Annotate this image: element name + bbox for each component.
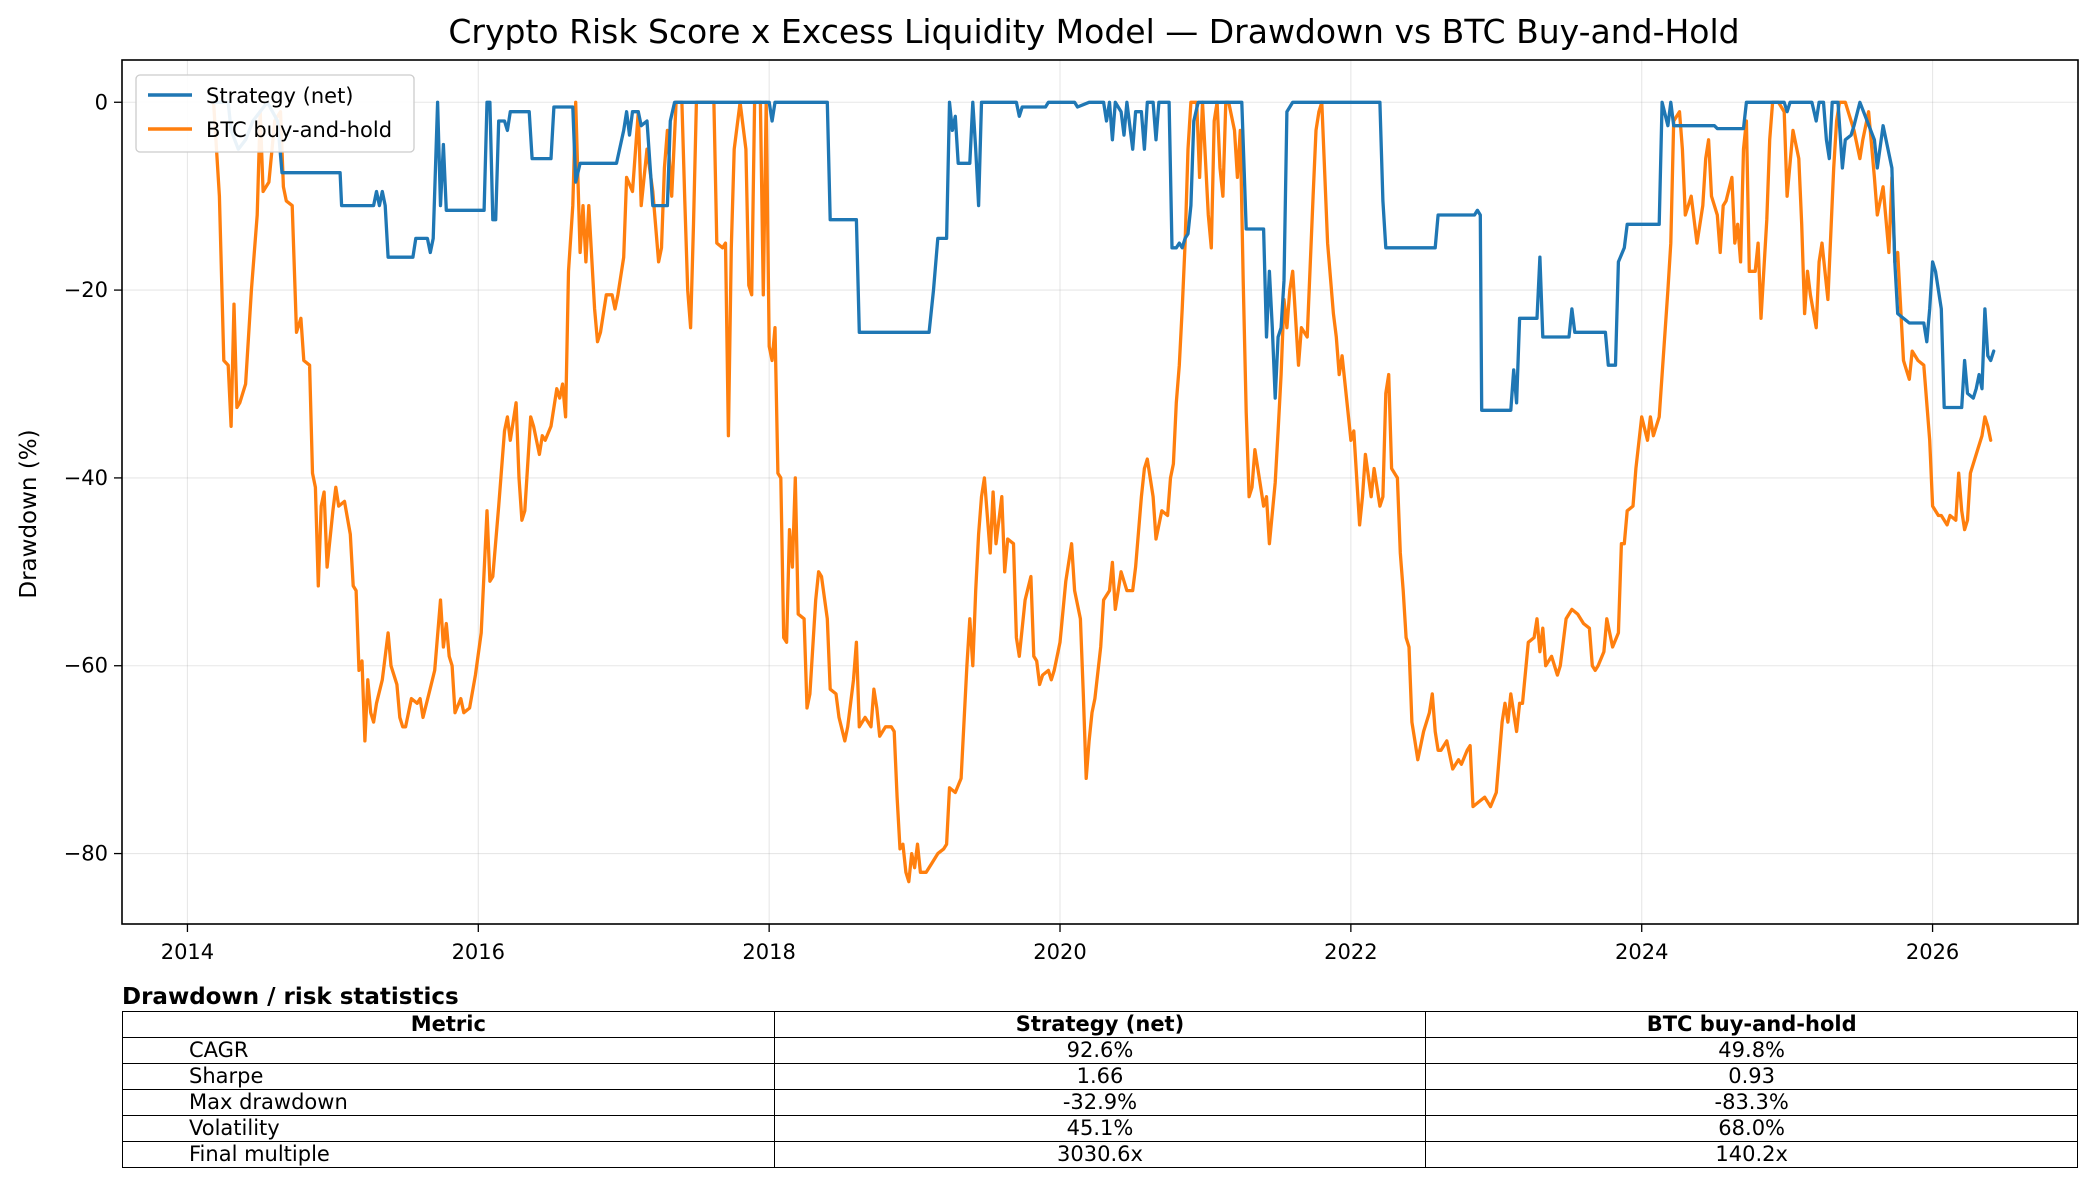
x-tick-label: 2020 — [1033, 940, 1086, 964]
header-strategy: Strategy (net) — [773, 1011, 1427, 1038]
y-tick-label: −60 — [64, 654, 108, 678]
metric-name: CAGR — [122, 1037, 775, 1064]
grid-lines — [122, 60, 2078, 924]
y-tick-label: −40 — [64, 466, 108, 490]
series-lines — [211, 100, 1996, 884]
y-tick-label: −20 — [64, 278, 108, 302]
strategy-drawdown-line — [211, 100, 1996, 412]
x-tick-label: 2026 — [1906, 940, 1959, 964]
stats-header-row: Metric Strategy (net) BTC buy-and-hold — [122, 1011, 2078, 1038]
legend-label-btc: BTC buy-and-hold — [206, 118, 392, 142]
strategy-value: 45.1% — [773, 1115, 1427, 1142]
btc-value: 140.2x — [1425, 1141, 2078, 1168]
btc-value: 68.0% — [1425, 1115, 2078, 1142]
x-tick-label: 2018 — [742, 940, 795, 964]
strategy-value: -32.9% — [773, 1089, 1427, 1116]
btc-value: 49.8% — [1425, 1037, 2078, 1064]
btc-value: -83.3% — [1425, 1089, 2078, 1116]
metric-name: Final multiple — [122, 1141, 775, 1168]
metric-name: Volatility — [122, 1115, 775, 1142]
legend-label-strategy: Strategy (net) — [206, 84, 354, 108]
plot-frame — [121, 59, 2079, 925]
stats-table: Metric Strategy (net) BTC buy-and-hold C… — [122, 1011, 2078, 1168]
stats-row-sharpe: Sharpe 1.66 0.93 — [122, 1063, 2078, 1090]
strategy-value: 92.6% — [773, 1037, 1427, 1064]
y-tick-label: 0 — [95, 90, 108, 114]
btc-value: 0.93 — [1425, 1063, 2078, 1090]
stats-row-cagr: CAGR 92.6% 49.8% — [122, 1037, 2078, 1064]
chart-legend: Strategy (net) BTC buy-and-hold — [135, 74, 415, 153]
header-metric: Metric — [122, 1011, 775, 1038]
x-tick-label: 2024 — [1615, 940, 1668, 964]
stats-row-max-drawdown: Max drawdown -32.9% -83.3% — [122, 1089, 2078, 1116]
axis-ticks: 2014 2016 2018 2020 2022 2024 2026 0 −20 −40 −60 −8… — [64, 90, 1960, 964]
x-tick-label: 2022 — [1324, 940, 1377, 964]
metric-name: Max drawdown — [122, 1089, 775, 1116]
header-btc: BTC buy-and-hold — [1425, 1011, 2078, 1038]
stats-row-final-multiple: Final multiple 3030.6x 140.2x — [122, 1141, 2078, 1168]
metric-name: Sharpe — [122, 1063, 775, 1090]
strategy-value: 1.66 — [773, 1063, 1427, 1090]
stats-title: Drawdown / risk statistics — [122, 984, 459, 1010]
legend-box — [135, 74, 415, 153]
drawdown-chart: Crypto Risk Score x Excess Liquidity Mod… — [16, 12, 2079, 964]
strategy-value: 3030.6x — [773, 1141, 1427, 1168]
chart-title: Crypto Risk Score x Excess Liquidity Mod… — [448, 12, 1739, 51]
x-tick-label: 2014 — [161, 940, 214, 964]
y-axis-label: Drawdown (%) — [16, 429, 42, 598]
stats-row-volatility: Volatility 45.1% 68.0% — [122, 1115, 2078, 1142]
x-tick-label: 2016 — [452, 940, 505, 964]
y-tick-label: −80 — [64, 842, 108, 866]
btc-drawdown-line — [211, 100, 1993, 884]
